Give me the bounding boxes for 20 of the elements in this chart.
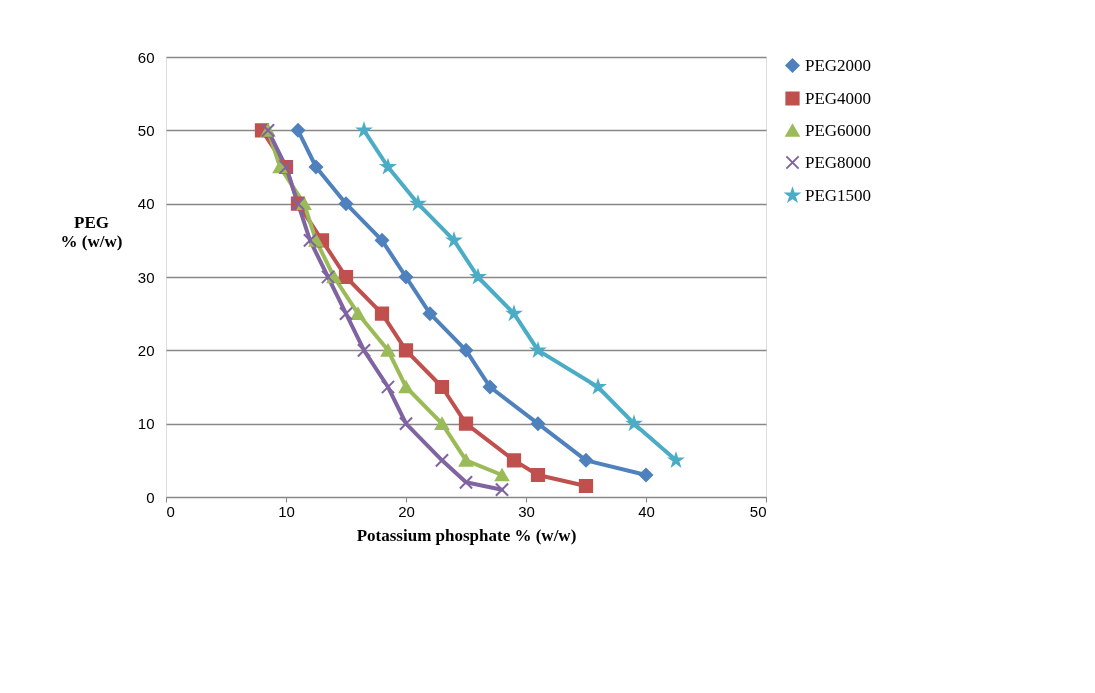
legend-label: PEG2000: [805, 55, 872, 75]
y-tick-label: 10: [137, 415, 155, 433]
x-tick-label: 10: [278, 502, 295, 520]
legend-label: PEG8000: [805, 152, 872, 172]
x-tick-label: 30: [518, 502, 535, 520]
y-tick-label: 0: [146, 488, 155, 506]
y-tick-label: 30: [137, 268, 155, 286]
y-tick-label: 60: [137, 48, 155, 66]
x-tick-label: 50: [749, 502, 767, 520]
legend-label: PEG6000: [805, 120, 872, 140]
x-tick-label: 40: [638, 502, 655, 520]
x-tick-label: 0: [166, 502, 175, 520]
x-tick-label: 20: [398, 502, 415, 520]
y-axis-title: PEG % (w/w): [60, 212, 123, 251]
y-tick-label: 50: [137, 121, 155, 139]
x-axis-title: Potassium phosphate % (w/w): [356, 525, 577, 545]
y-tick-label: 40: [137, 195, 155, 213]
legend-label: PEG4000: [805, 88, 872, 108]
legend-label: PEG1500: [805, 185, 872, 205]
y-tick-label: 20: [137, 341, 155, 359]
